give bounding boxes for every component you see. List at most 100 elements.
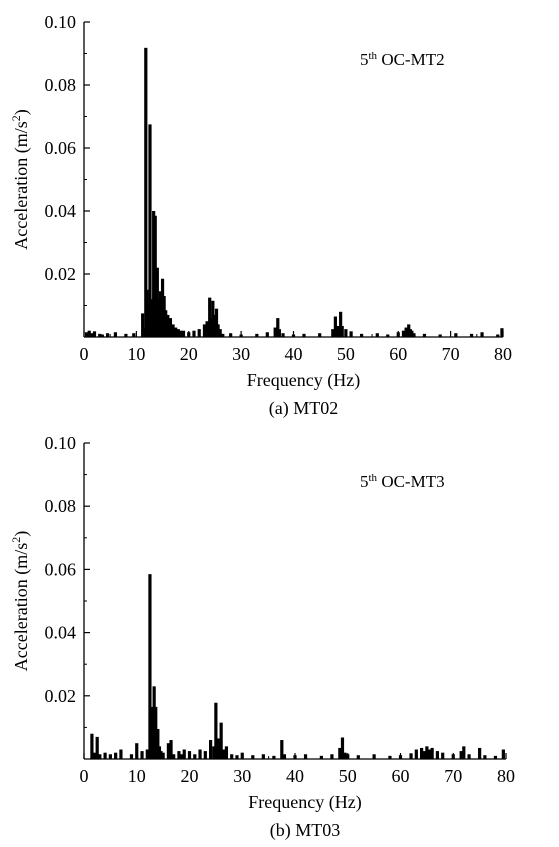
x-tick-label: 0: [80, 766, 89, 786]
bar: [280, 740, 284, 759]
bar-series: [90, 574, 505, 759]
chart-panel-a: 0 10 20 30 40 50 60 70 80 0.02 0.04 0.06 0.08 0.10 Acc…: [9, 12, 512, 419]
bar: [85, 332, 89, 337]
bar: [410, 330, 414, 337]
bar: [330, 754, 334, 759]
chart-annotation: 5th OC-MT2: [360, 50, 445, 69]
bar: [98, 754, 102, 759]
panel-caption: (b) MT03: [270, 820, 341, 841]
bar: [388, 755, 392, 759]
bar: [140, 751, 144, 759]
bar: [168, 318, 173, 337]
bar: [193, 754, 197, 759]
panel-caption: (a) MT02: [269, 398, 338, 419]
bar: [98, 333, 102, 337]
bar: [480, 332, 484, 337]
bar: [501, 749, 505, 759]
bar: [171, 324, 175, 337]
bar: [224, 746, 229, 759]
bar: [272, 755, 276, 759]
bar: [340, 325, 344, 337]
bar: [282, 754, 287, 759]
bar: [229, 333, 233, 337]
bar: [212, 746, 216, 759]
bar: [276, 318, 280, 337]
y-tick-label: 0.10: [45, 433, 77, 453]
bar: [412, 333, 416, 337]
bar: [179, 330, 183, 337]
bar: [222, 749, 226, 759]
bar: [141, 313, 145, 338]
bar: [124, 333, 128, 337]
bar: [92, 752, 97, 759]
bar: [261, 754, 265, 759]
bar: [148, 124, 152, 338]
bar: [202, 324, 207, 337]
y-axis-title: Acceleration (m/s2): [9, 109, 32, 249]
bar: [430, 747, 434, 759]
bar: [197, 329, 201, 338]
bar: [169, 740, 173, 759]
bar: [375, 333, 379, 337]
bar: [255, 333, 259, 337]
bar: [105, 333, 110, 337]
x-tick-label: 40: [286, 766, 304, 786]
bar: [192, 330, 196, 337]
bar: [214, 702, 218, 759]
x-tick-label: 70: [442, 344, 460, 364]
bar: [414, 749, 418, 759]
bar: [336, 325, 340, 337]
bar: [144, 47, 148, 337]
x-tick-label: 30: [233, 766, 251, 786]
x-tick-label: 40: [285, 344, 303, 364]
bar: [500, 328, 504, 337]
y-tick-label: 0.06: [45, 559, 77, 579]
bar: [145, 749, 149, 759]
bar: [159, 751, 163, 759]
bar: [493, 755, 498, 759]
bar: [174, 327, 178, 337]
bar: [427, 749, 432, 759]
y-tick-label: 0.02: [45, 686, 77, 706]
bar: [251, 755, 255, 759]
bar-series: [85, 47, 504, 338]
bar: [161, 752, 165, 759]
bar: [148, 574, 152, 759]
bar: [216, 324, 220, 337]
bar: [478, 747, 482, 759]
bar: [153, 215, 157, 337]
bar: [203, 751, 207, 759]
bar: [166, 743, 170, 759]
bar: [459, 751, 463, 759]
y-tick-label: 0.06: [45, 138, 77, 158]
bar: [135, 743, 139, 759]
x-tick-label: 80: [497, 766, 515, 786]
bar: [302, 333, 306, 337]
bar: [303, 754, 308, 759]
bar: [333, 316, 337, 337]
bar: [90, 733, 94, 759]
bar: [154, 706, 158, 759]
bar: [156, 728, 160, 759]
x-tick-label: 50: [337, 344, 355, 364]
bar: [273, 327, 277, 337]
y-tick-label: 0.08: [45, 75, 77, 95]
bar: [92, 331, 97, 337]
y-axis-title: Acceleration (m/s2): [9, 531, 32, 671]
bar: [469, 333, 474, 337]
x-tick-label: 60: [392, 766, 410, 786]
bar: [216, 738, 221, 759]
bar: [409, 753, 413, 759]
bar: [404, 327, 408, 337]
x-tick-label: 10: [128, 766, 146, 786]
bar: [277, 329, 281, 338]
bar: [114, 752, 118, 759]
bar: [496, 334, 500, 337]
y-tick-label: 0.08: [45, 496, 77, 516]
bar: [209, 740, 213, 759]
bar: [338, 747, 342, 759]
bar: [281, 333, 285, 337]
bar: [119, 749, 123, 759]
bar: [129, 754, 134, 759]
